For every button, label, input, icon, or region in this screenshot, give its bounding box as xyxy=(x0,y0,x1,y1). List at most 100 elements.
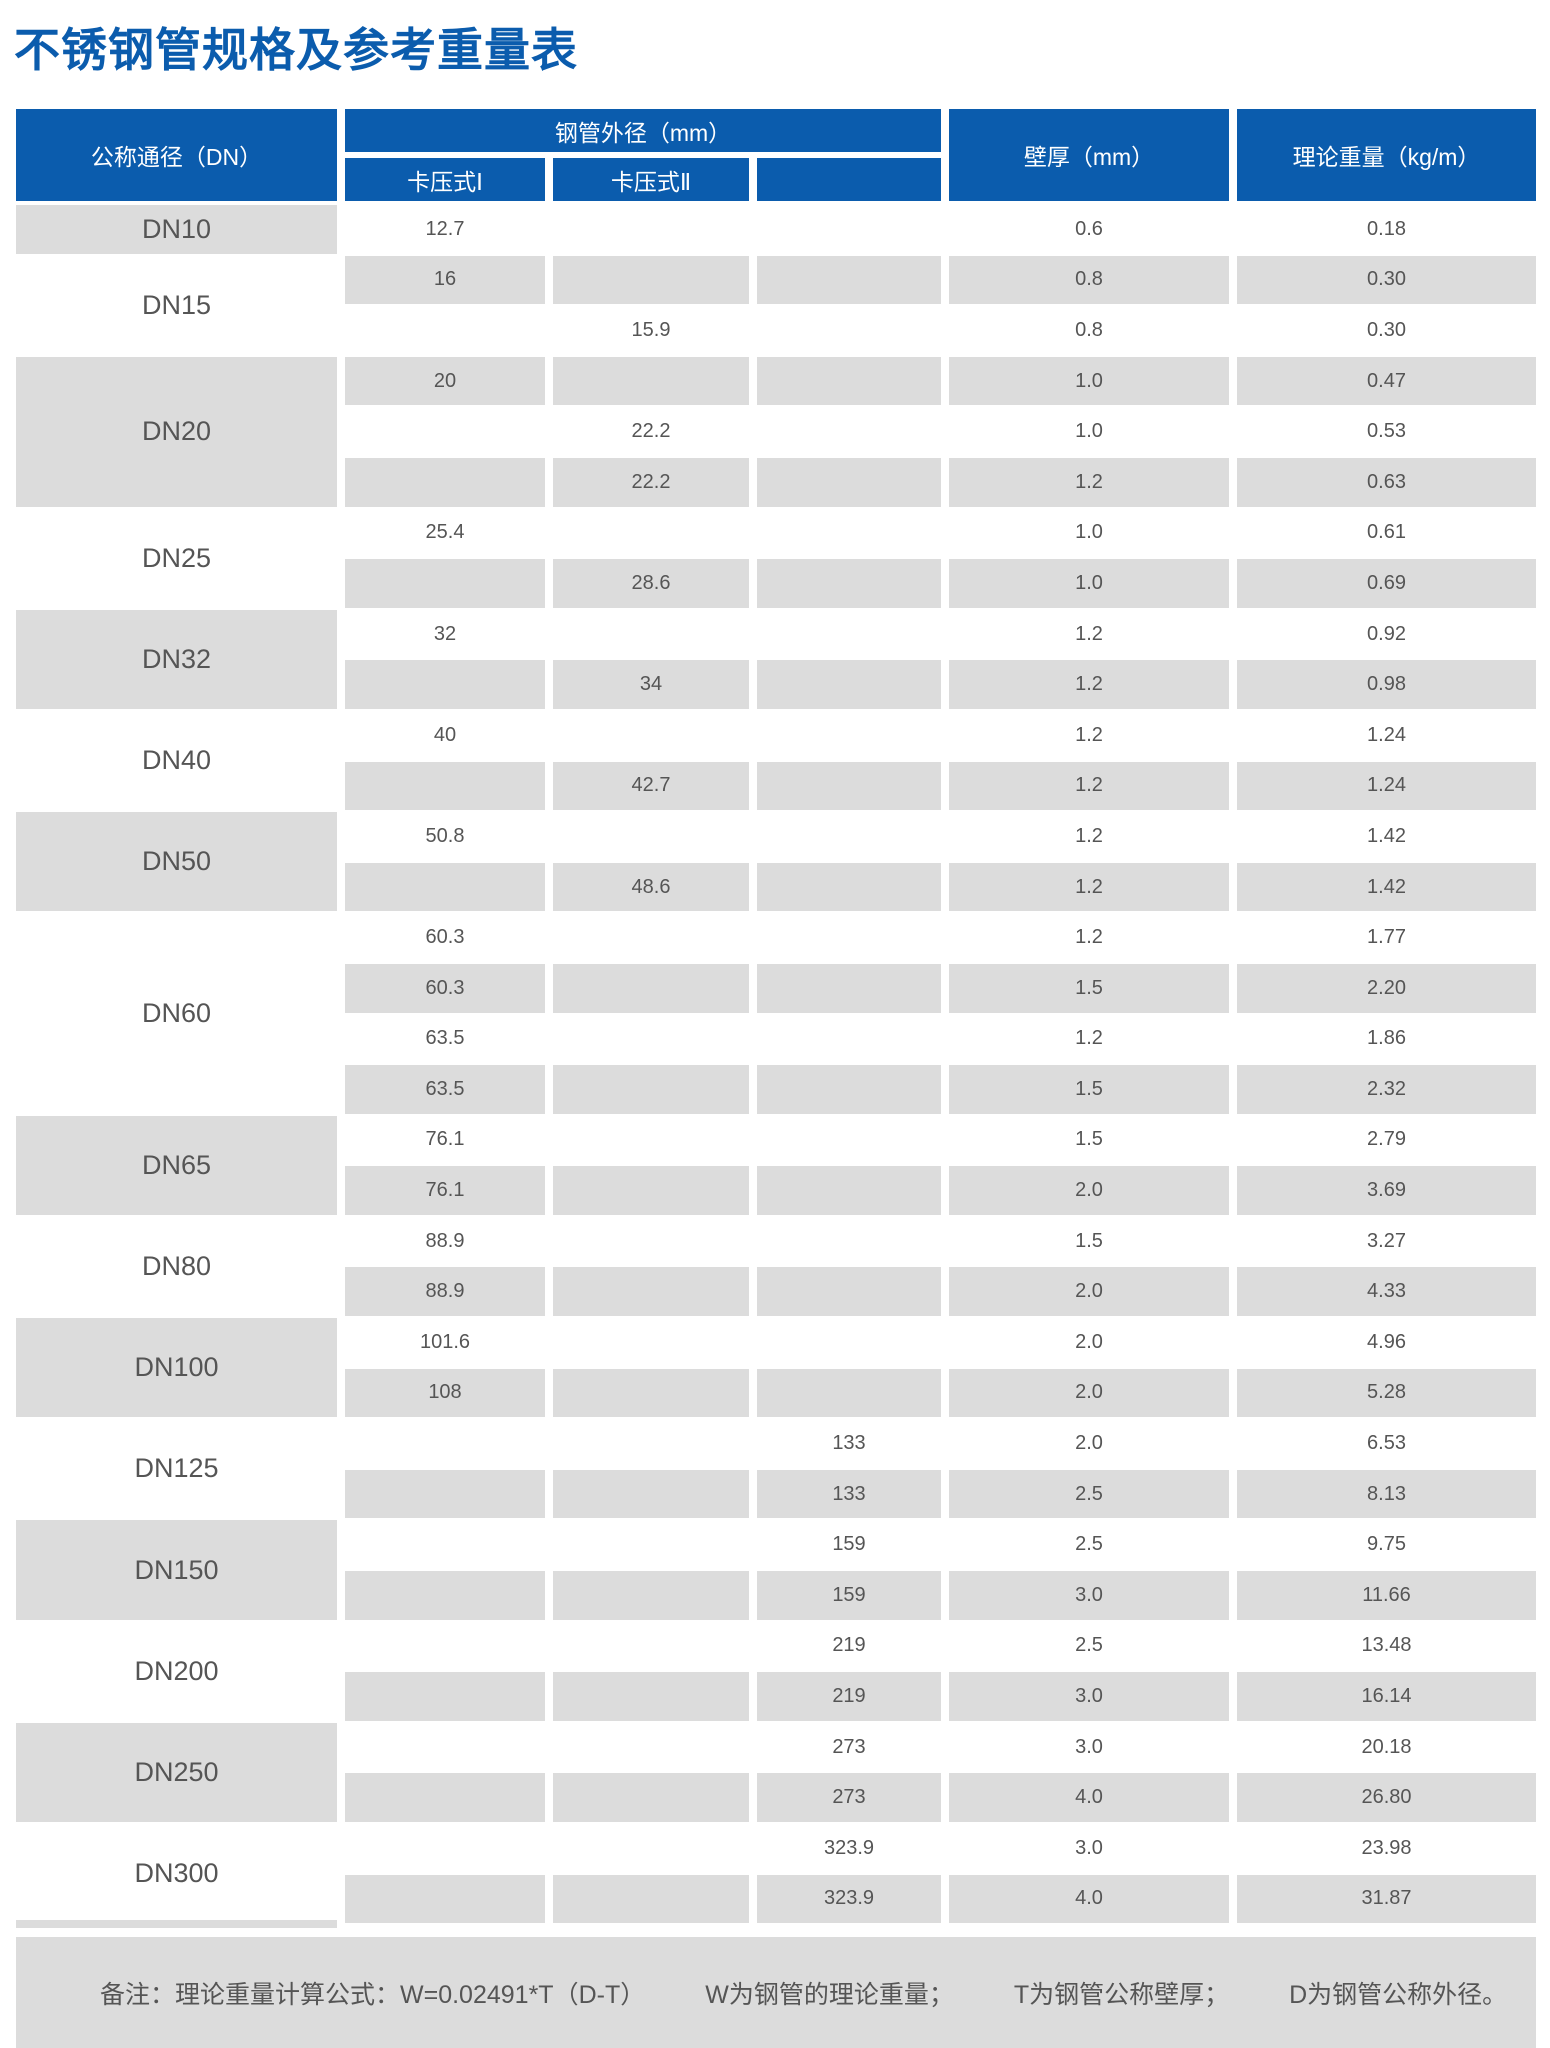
cell-od-press-2 xyxy=(553,812,749,861)
cell-thickness: 1.2 xyxy=(949,761,1229,811)
cell-od-other xyxy=(757,913,941,962)
cell-weight: 1.42 xyxy=(1237,862,1536,912)
cell-od-press-2 xyxy=(553,610,749,659)
cell-od-press-1: 12.7 xyxy=(425,217,465,240)
cell-od-press-2 xyxy=(553,1217,749,1266)
cell-od-other: 273 xyxy=(757,1773,941,1822)
cell-od-press-2: 34 xyxy=(553,660,749,709)
cell-od-press-1: 60.3 xyxy=(345,963,545,1013)
cell-od-other xyxy=(757,1116,941,1165)
cell-thickness: 2.0 xyxy=(1075,1432,1103,1455)
cell-od-other xyxy=(757,660,941,709)
cell-od-other xyxy=(757,1217,941,1266)
cell-weight: 1.24 xyxy=(1367,723,1406,746)
dn-cell: DN80 xyxy=(141,1250,212,1281)
cell-od-press-1 xyxy=(345,407,545,456)
dn-cell: DN200 xyxy=(134,1655,219,1686)
cell-od-press-1: 25.4 xyxy=(425,521,465,544)
cell-thickness: 0.6 xyxy=(1075,217,1103,240)
table-bottom-bar xyxy=(16,1920,337,1928)
cell-thickness: 1.0 xyxy=(949,356,1229,406)
cell-thickness: 3.0 xyxy=(1075,1836,1103,1859)
dn-cell: DN300 xyxy=(134,1858,219,1889)
cell-od-press-2 xyxy=(553,711,749,760)
cell-weight: 0.69 xyxy=(1237,559,1536,608)
page-title: 不锈钢管规格及参考重量表 xyxy=(14,24,578,76)
dn-cell: DN60 xyxy=(141,998,212,1028)
cell-od-press-2 xyxy=(553,1723,749,1772)
cell-od-press-2 xyxy=(553,1672,749,1721)
cell-od-press-1: 32 xyxy=(433,622,457,645)
cell-thickness: 2.5 xyxy=(949,1469,1229,1519)
header-weight: 理论重量（kg/m） xyxy=(1237,109,1536,201)
cell-od-press-1: 20 xyxy=(345,356,545,406)
cell-od-press-2 xyxy=(553,1571,749,1620)
cell-od-other xyxy=(757,1267,941,1317)
cell-weight: 1.24 xyxy=(1237,761,1536,811)
cell-od-press-1 xyxy=(345,1773,545,1822)
cell-od-other: 273 xyxy=(832,1735,866,1758)
dn-cell: DN100 xyxy=(16,1318,337,1418)
dn-cell: DN40 xyxy=(141,745,212,776)
cell-od-press-2 xyxy=(553,913,749,962)
cell-od-press-2 xyxy=(553,1520,749,1569)
cell-od-other xyxy=(757,1368,941,1418)
dn-cell: DN125 xyxy=(134,1453,219,1484)
cell-od-press-1: 50.8 xyxy=(425,824,465,847)
cell-od-other xyxy=(757,812,941,861)
cell-od-press-2 xyxy=(553,1368,749,1418)
cell-od-press-2 xyxy=(553,963,749,1013)
cell-od-other xyxy=(757,559,941,608)
cell-od-press-2 xyxy=(553,1419,749,1468)
cell-od-other: 323.9 xyxy=(757,1874,941,1924)
cell-od-press-2: 48.6 xyxy=(553,862,749,912)
cell-thickness: 1.5 xyxy=(1075,1128,1103,1151)
cell-weight: 16.14 xyxy=(1237,1672,1536,1721)
cell-od-press-1: 16 xyxy=(345,255,545,305)
cell-thickness: 4.0 xyxy=(949,1773,1229,1822)
cell-od-press-1 xyxy=(345,1571,545,1620)
dn-cell: DN250 xyxy=(16,1722,337,1822)
cell-thickness: 1.2 xyxy=(949,457,1229,507)
cell-thickness: 3.0 xyxy=(949,1571,1229,1620)
cell-od-press-2 xyxy=(553,356,749,406)
cell-od-other xyxy=(757,1015,941,1064)
cell-weight: 5.28 xyxy=(1237,1368,1536,1418)
cell-od-other xyxy=(757,255,941,305)
cell-thickness: 1.2 xyxy=(1075,723,1103,746)
cell-od-other xyxy=(757,306,941,355)
cell-od-press-2 xyxy=(553,1773,749,1822)
cell-od-press-2 xyxy=(553,1824,749,1873)
cell-thickness: 1.2 xyxy=(1075,1027,1103,1050)
cell-od-other xyxy=(757,457,941,507)
dn-cell: DN25 xyxy=(141,542,212,573)
cell-od-press-2 xyxy=(553,1166,749,1215)
cell-od-other: 159 xyxy=(832,1533,866,1556)
cell-thickness: 2.0 xyxy=(949,1267,1229,1317)
cell-weight: 3.69 xyxy=(1237,1166,1536,1215)
cell-od-press-2 xyxy=(553,255,749,305)
cell-od-press-1 xyxy=(345,1419,545,1468)
cell-weight: 0.47 xyxy=(1237,356,1536,406)
footnote-t: T为钢管公称壁厚； xyxy=(1013,1980,1230,2009)
cell-od-press-1: 108 xyxy=(345,1368,545,1418)
cell-thickness: 1.0 xyxy=(1075,420,1103,443)
cell-weight: 1.77 xyxy=(1367,926,1406,949)
cell-od-press-1: 88.9 xyxy=(425,1229,465,1252)
dn-cell: DN10 xyxy=(16,205,337,254)
cell-od-press-2: 22.2 xyxy=(631,420,671,443)
cell-thickness: 2.0 xyxy=(949,1368,1229,1418)
cell-od-press-1: 63.5 xyxy=(345,1065,545,1114)
dn-cell: DN50 xyxy=(16,812,337,912)
cell-thickness: 1.0 xyxy=(949,559,1229,608)
cell-weight: 3.27 xyxy=(1367,1229,1406,1252)
cell-weight: 0.18 xyxy=(1367,217,1406,240)
cell-weight: 4.96 xyxy=(1367,1330,1406,1353)
footnote-formula: 备注：理论重量计算公式：W=0.02491*T（D-T） xyxy=(100,1980,646,2009)
cell-od-other xyxy=(757,963,941,1013)
cell-od-press-2 xyxy=(553,1015,749,1064)
cell-od-press-2 xyxy=(553,1267,749,1317)
cell-od-other xyxy=(757,610,941,659)
cell-od-other xyxy=(757,711,941,760)
cell-od-press-1: 76.1 xyxy=(425,1128,465,1151)
